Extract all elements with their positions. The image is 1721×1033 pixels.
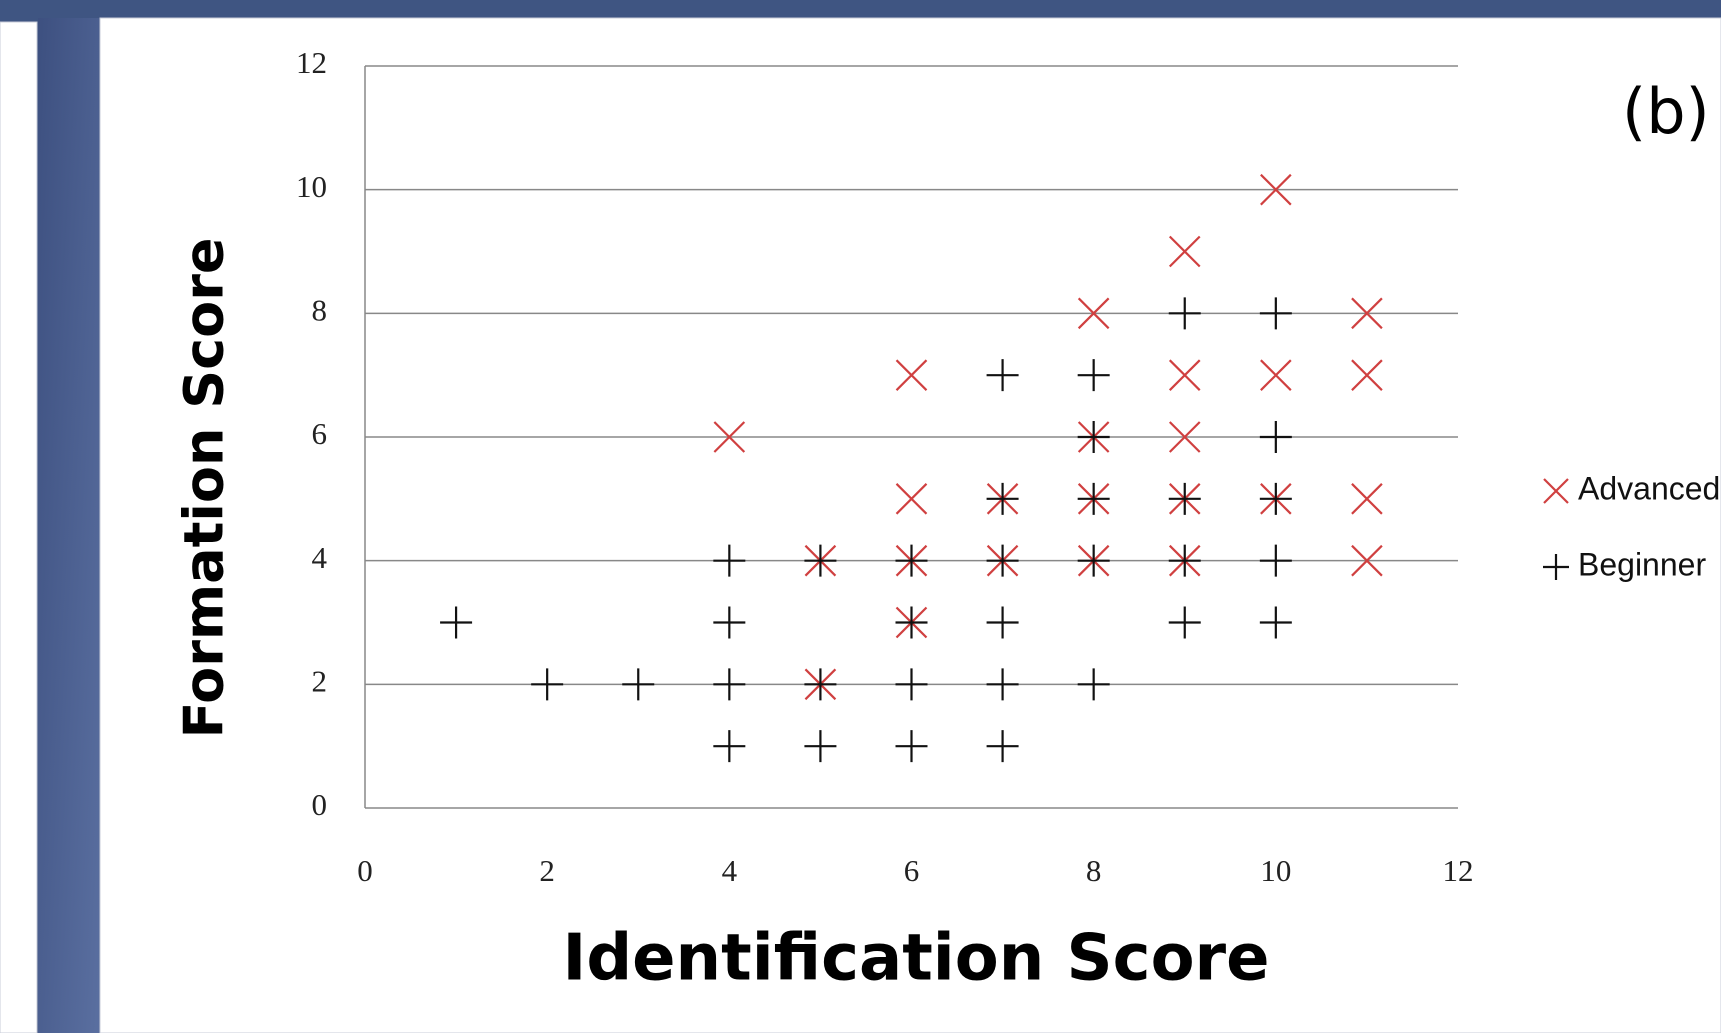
x-tick-label: 0	[357, 853, 373, 888]
point	[1351, 544, 1383, 577]
x-tick-label: 6	[904, 853, 920, 888]
point	[1259, 606, 1292, 639]
x-tick-label: 2	[539, 853, 555, 888]
point	[1259, 297, 1292, 330]
point	[895, 483, 928, 515]
x-tick-label: 8	[1086, 853, 1102, 888]
legend-marker	[1543, 478, 1569, 504]
point	[1168, 235, 1201, 268]
point	[1259, 482, 1292, 515]
point	[804, 730, 837, 763]
y-tick-label: 8	[312, 292, 328, 327]
point	[895, 730, 928, 763]
point	[986, 482, 1019, 515]
x-axis-title: Identification Score	[563, 922, 1270, 996]
point	[1260, 359, 1292, 391]
chart-panel	[99, 17, 1721, 1033]
point	[1077, 421, 1110, 453]
point	[1077, 482, 1110, 515]
y-tick-label: 0	[312, 787, 328, 822]
point	[1077, 544, 1110, 577]
x-tick-label: 4	[722, 853, 738, 888]
y-axis-title: Formation Score	[173, 237, 236, 738]
x-tick-label: 12	[1443, 853, 1474, 888]
point	[986, 730, 1019, 763]
point	[1077, 359, 1110, 392]
point	[895, 359, 928, 391]
point	[713, 730, 746, 763]
point	[1351, 297, 1383, 330]
point	[1168, 421, 1201, 453]
side-band	[38, 18, 100, 1033]
point	[1077, 297, 1110, 330]
point	[1168, 544, 1201, 577]
point	[713, 668, 746, 701]
point	[986, 606, 1019, 639]
point	[1168, 482, 1201, 515]
y-tick-label: 4	[312, 540, 328, 575]
point	[1260, 173, 1292, 206]
y-tick-label: 2	[312, 663, 328, 698]
point	[531, 668, 564, 701]
point	[986, 359, 1019, 392]
point	[986, 544, 1019, 577]
point	[1259, 421, 1292, 453]
point	[1351, 359, 1383, 391]
legend-marker	[1543, 554, 1569, 580]
x-tick-label: 10	[1260, 853, 1291, 888]
point	[895, 606, 928, 639]
left-panel	[0, 21, 38, 1033]
point	[713, 544, 746, 577]
panel-label: (b)	[1622, 75, 1710, 148]
point	[1168, 359, 1201, 391]
point	[804, 668, 837, 701]
point	[1168, 606, 1201, 639]
point	[804, 544, 837, 577]
y-tick-label: 12	[296, 45, 327, 80]
y-tick-label: 6	[312, 416, 328, 451]
y-tick-label: 10	[296, 169, 327, 204]
legend-label: Beginner	[1578, 546, 1706, 582]
point	[895, 668, 928, 701]
point	[1351, 483, 1383, 515]
point	[622, 668, 655, 701]
point	[1259, 544, 1292, 577]
point	[895, 544, 928, 577]
point	[986, 668, 1019, 701]
point	[713, 606, 746, 639]
point	[440, 606, 473, 639]
legend-label: Advanced	[1578, 470, 1720, 506]
point	[1168, 297, 1201, 330]
point	[1077, 668, 1110, 701]
point	[713, 421, 746, 453]
